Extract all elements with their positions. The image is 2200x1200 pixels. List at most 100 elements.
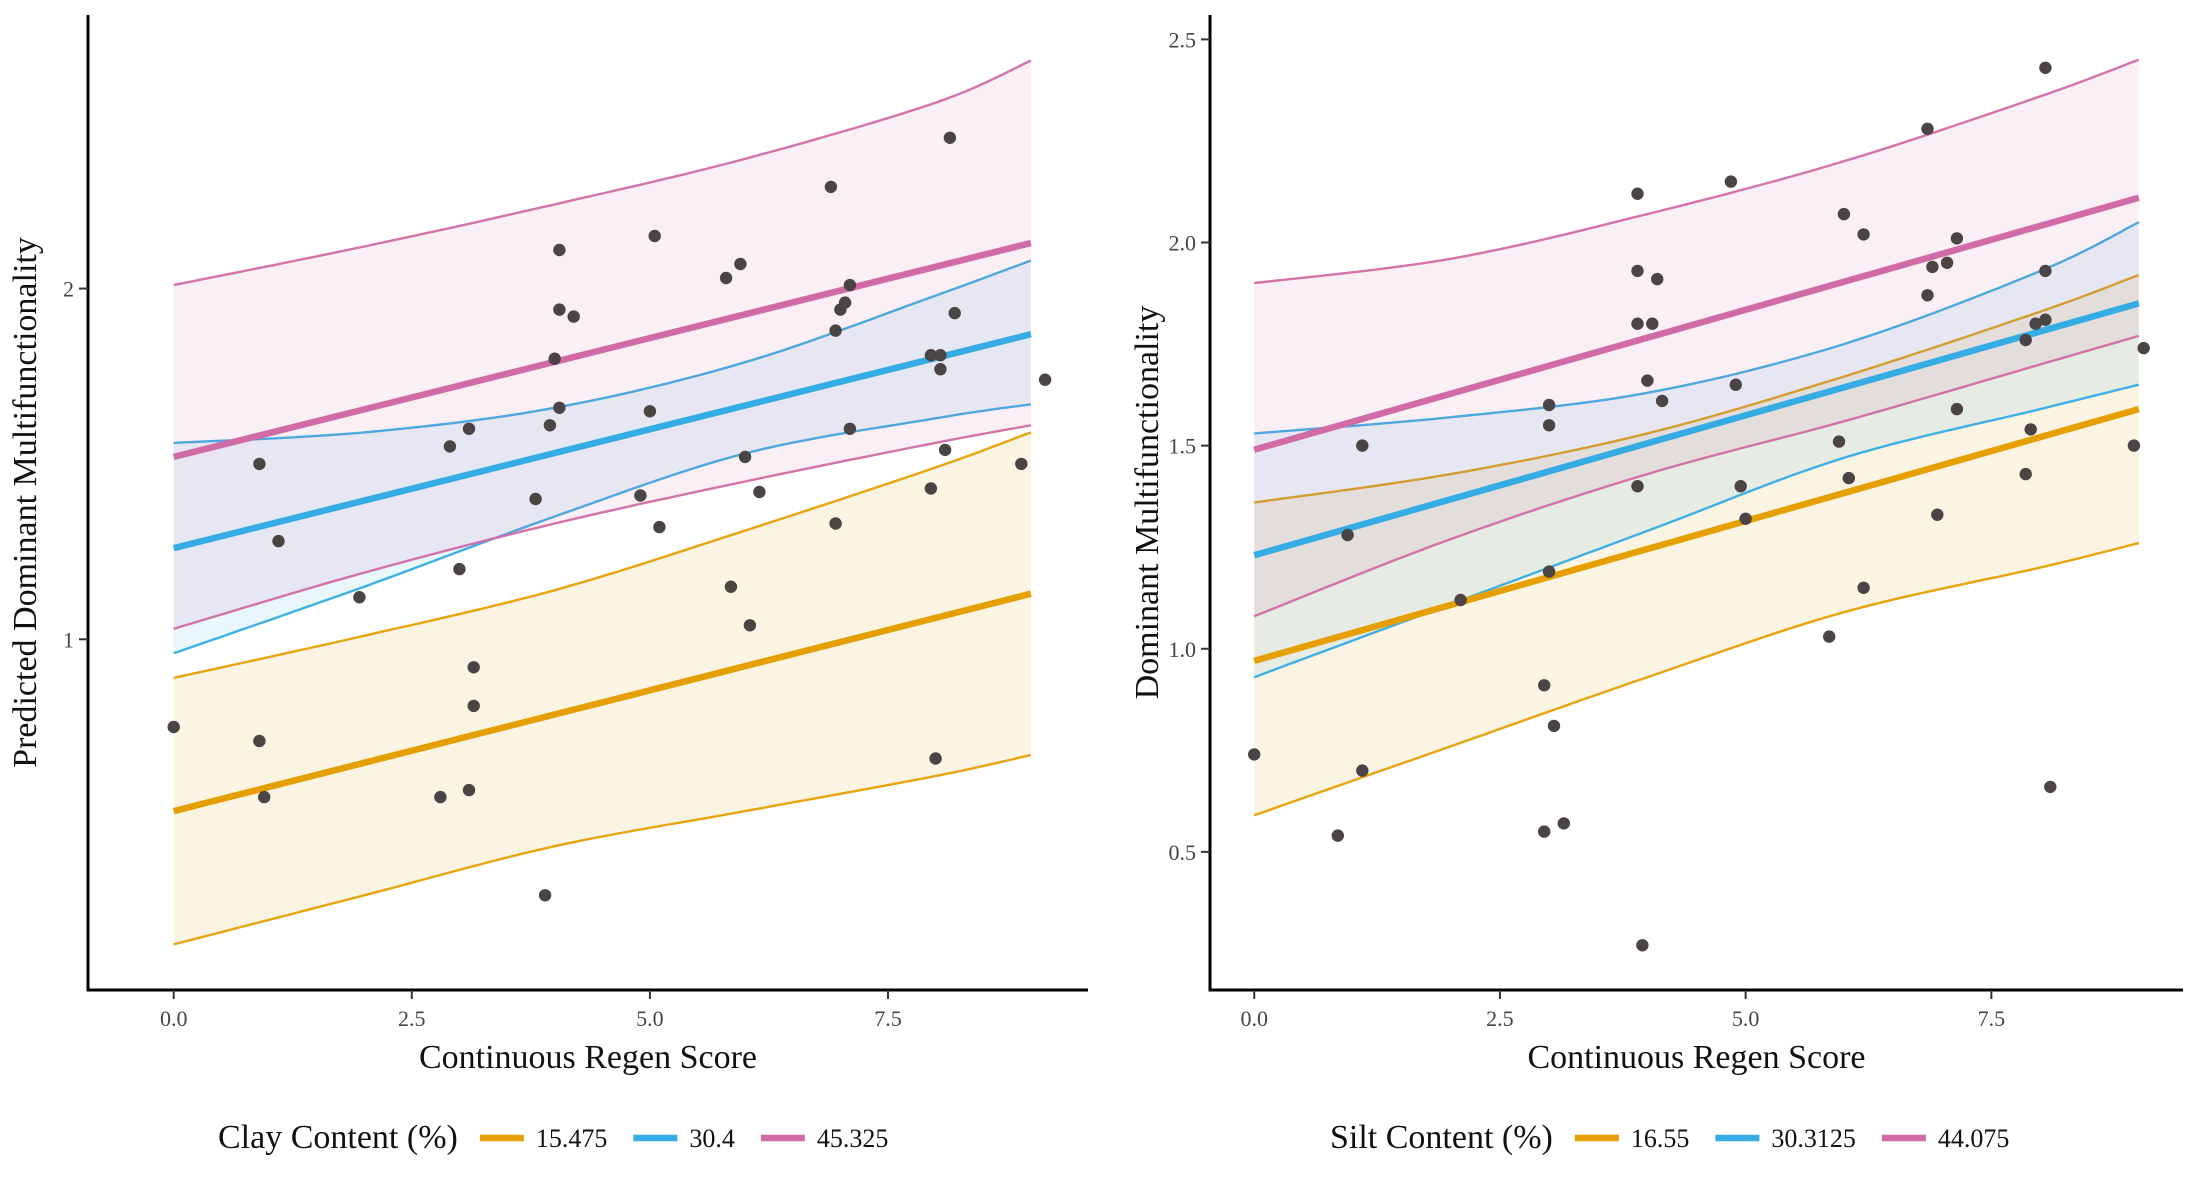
legend-title: Clay Content (%): [218, 1119, 458, 1156]
data-point: [1542, 398, 1556, 412]
data-point: [272, 534, 285, 548]
legend-label-2: 44.075: [1938, 1124, 2010, 1153]
y-tick-label: 1.5: [1169, 434, 1197, 459]
panel-2: 0.0 2.5 5.0 7.5 0.5 1.0 1.5 2.0 2.5 Continuous Re…: [1129, 15, 2183, 1156]
data-point: [1542, 419, 1556, 432]
ci-lower-line-1: [173, 403, 1032, 655]
x-tick-label: 0.0: [1240, 1006, 1268, 1031]
ci-lower-line-0: [173, 753, 1032, 946]
data-point: [538, 889, 552, 902]
data-point: [1921, 289, 1934, 302]
data-point: [1655, 394, 1669, 408]
ci-ribbon-1: [1254, 222, 2139, 678]
data-point: [843, 278, 857, 292]
data-point: [1331, 829, 1345, 842]
fit-line-0: [1253, 405, 2140, 665]
data-point: [462, 422, 476, 435]
ci-ribbon-0: [1254, 275, 2139, 816]
legend: Silt Content (%) 16.55 30.3125 44.075: [1330, 1119, 2009, 1156]
data-point: [943, 131, 957, 144]
data-point: [253, 457, 266, 471]
data-point: [724, 580, 738, 593]
data-point: [1248, 748, 1261, 761]
data-point: [553, 303, 566, 316]
data-point: [934, 363, 947, 376]
data-point: [653, 520, 666, 534]
legend-title: Silt Content (%): [1330, 1119, 1553, 1156]
fit-line-1: [172, 331, 1032, 552]
data-point: [753, 485, 766, 499]
x-tick-label: 2.5: [1486, 1006, 1514, 1031]
data-point: [167, 720, 180, 734]
data-point: [2039, 313, 2052, 326]
data-point: [738, 450, 752, 464]
x-tick-label: 0.0: [160, 1006, 188, 1031]
x-tick-label: 5.0: [1732, 1006, 1760, 1031]
data-point: [2039, 264, 2052, 278]
data-point: [929, 752, 942, 765]
data-point: [462, 783, 476, 797]
data-point: [1538, 825, 1551, 838]
x-axis-title: Continuous Regen Score: [419, 1039, 757, 1076]
y-tick-label: 2.5: [1169, 27, 1197, 52]
ci-ribbon-2: [173, 60, 1031, 629]
fit-line-0: [172, 590, 1032, 815]
ci-lower-line-2: [1253, 334, 2140, 618]
data-point: [1557, 817, 1571, 830]
data-point: [2044, 780, 2057, 794]
data-point: [1538, 679, 1551, 692]
data-point: [543, 419, 557, 432]
data-point: [1651, 272, 1664, 286]
data-point: [1931, 508, 1944, 521]
fit-line-1: [1253, 300, 2140, 559]
data-point: [934, 349, 947, 362]
ci-upper-line-2: [1254, 58, 2140, 285]
y-tick-label: 1: [63, 627, 74, 652]
data-point: [643, 405, 657, 418]
data-point: [843, 422, 857, 435]
ci-upper-line-1: [173, 259, 1032, 445]
data-point: [743, 619, 757, 632]
data-point: [924, 482, 938, 495]
data-point: [258, 790, 271, 804]
data-point: [829, 324, 842, 337]
data-point: [2039, 61, 2052, 74]
data-point: [1646, 317, 1659, 330]
ci-upper-line-1: [1254, 221, 2140, 435]
data-point: [1631, 480, 1644, 493]
legend-label-1: 30.3125: [1771, 1124, 1856, 1153]
y-axis-title: Dominant Multifunctionality: [1129, 306, 1166, 700]
data-point: [719, 271, 733, 285]
y-tick-label: 2.0: [1169, 231, 1197, 256]
data-point: [1832, 435, 1846, 448]
fit-line-2: [1253, 194, 2140, 453]
data-point: [2029, 317, 2042, 330]
data-point: [1015, 457, 1028, 471]
data-point: [2019, 467, 2032, 481]
legend-label-0: 15.475: [536, 1124, 608, 1153]
data-point: [1641, 374, 1654, 387]
panel-1: 0.0 2.5 5.0 7.5 1 2 Continuous Regen Score Pred…: [7, 15, 1088, 1156]
data-point: [467, 661, 480, 674]
ci-ribbon-1: [173, 260, 1031, 654]
x-axis-title: Continuous Regen Score: [1527, 1039, 1865, 1076]
data-point: [824, 180, 838, 194]
data-point: [1542, 565, 1556, 578]
data-point: [1356, 439, 1369, 452]
ci-ribbon-0: [173, 432, 1031, 945]
data-point: [1950, 232, 1964, 245]
data-point: [1341, 528, 1354, 542]
data-point: [838, 296, 852, 309]
data-point: [1038, 373, 1052, 386]
data-point: [253, 734, 266, 748]
data-point: [1631, 264, 1644, 278]
data-point: [1823, 630, 1836, 643]
data-point: [648, 229, 661, 243]
fit-line-2: [172, 239, 1032, 461]
legend-label-2: 45.325: [817, 1124, 889, 1153]
data-point: [567, 310, 580, 323]
y-tick-label: 0.5: [1169, 840, 1197, 865]
legend-label-1: 30.4: [689, 1124, 735, 1153]
data-point: [553, 243, 566, 257]
